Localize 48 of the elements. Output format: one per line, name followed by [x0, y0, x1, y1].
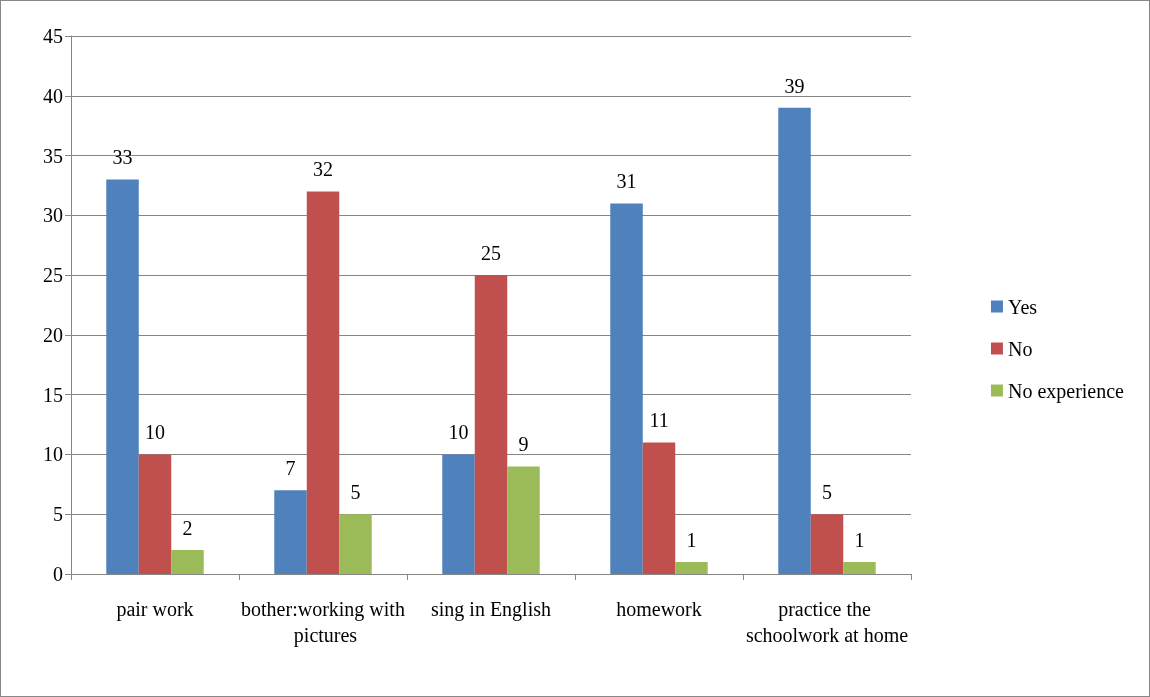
- y-tick-label: 30: [43, 204, 63, 227]
- data-label: 39: [784, 74, 805, 97]
- bar: [778, 107, 811, 574]
- y-tick-label: 10: [43, 443, 63, 466]
- data-label: 5: [822, 481, 832, 504]
- x-tick-label: practice the schoolwork at home: [745, 598, 909, 646]
- y-tick-label: 40: [43, 84, 63, 107]
- data-label: 5: [350, 481, 361, 504]
- data-label: 1: [854, 529, 865, 552]
- bar: [442, 454, 475, 574]
- bar: [675, 562, 708, 574]
- bar: [642, 442, 676, 574]
- data-label: 31: [616, 170, 637, 193]
- bar: [474, 275, 508, 574]
- bar: [106, 179, 139, 574]
- y-tick-label: 5: [53, 503, 63, 526]
- data-label: 10: [448, 421, 469, 444]
- data-label: 1: [686, 529, 697, 552]
- y-tick-label: 15: [43, 383, 63, 406]
- bar: [843, 562, 876, 574]
- data-label: 9: [518, 433, 529, 456]
- data-label: 33: [112, 146, 133, 169]
- data-label: 11: [649, 409, 669, 432]
- x-tick-label: homework: [616, 598, 702, 620]
- y-tick-label: 45: [43, 25, 63, 47]
- legend-label: Yes: [1007, 295, 1038, 318]
- bar: [274, 490, 307, 574]
- x-tick-label: pair work: [116, 598, 194, 621]
- x-tick-label: bother:working with pictures: [241, 598, 405, 647]
- data-label: 2: [182, 517, 193, 540]
- legend-label: No: [1007, 337, 1033, 360]
- y-tick-label: 35: [43, 144, 63, 167]
- y-tick-label: 20: [43, 323, 63, 346]
- data-label: 7: [285, 457, 296, 480]
- bar: [138, 454, 172, 574]
- x-tick-label: sing in English: [430, 598, 552, 621]
- bar: [610, 203, 643, 574]
- legend-label: No experience: [1007, 379, 1125, 403]
- data-label: 10: [145, 421, 165, 444]
- data-label: 32: [313, 158, 333, 181]
- data-label: 25: [481, 242, 501, 265]
- y-tick-label: 0: [53, 563, 63, 585]
- bar: [171, 550, 204, 574]
- y-tick-label: 25: [43, 264, 63, 287]
- bar: [810, 514, 844, 574]
- bar: [507, 466, 540, 574]
- bar: [339, 514, 372, 574]
- bar: [306, 191, 340, 574]
